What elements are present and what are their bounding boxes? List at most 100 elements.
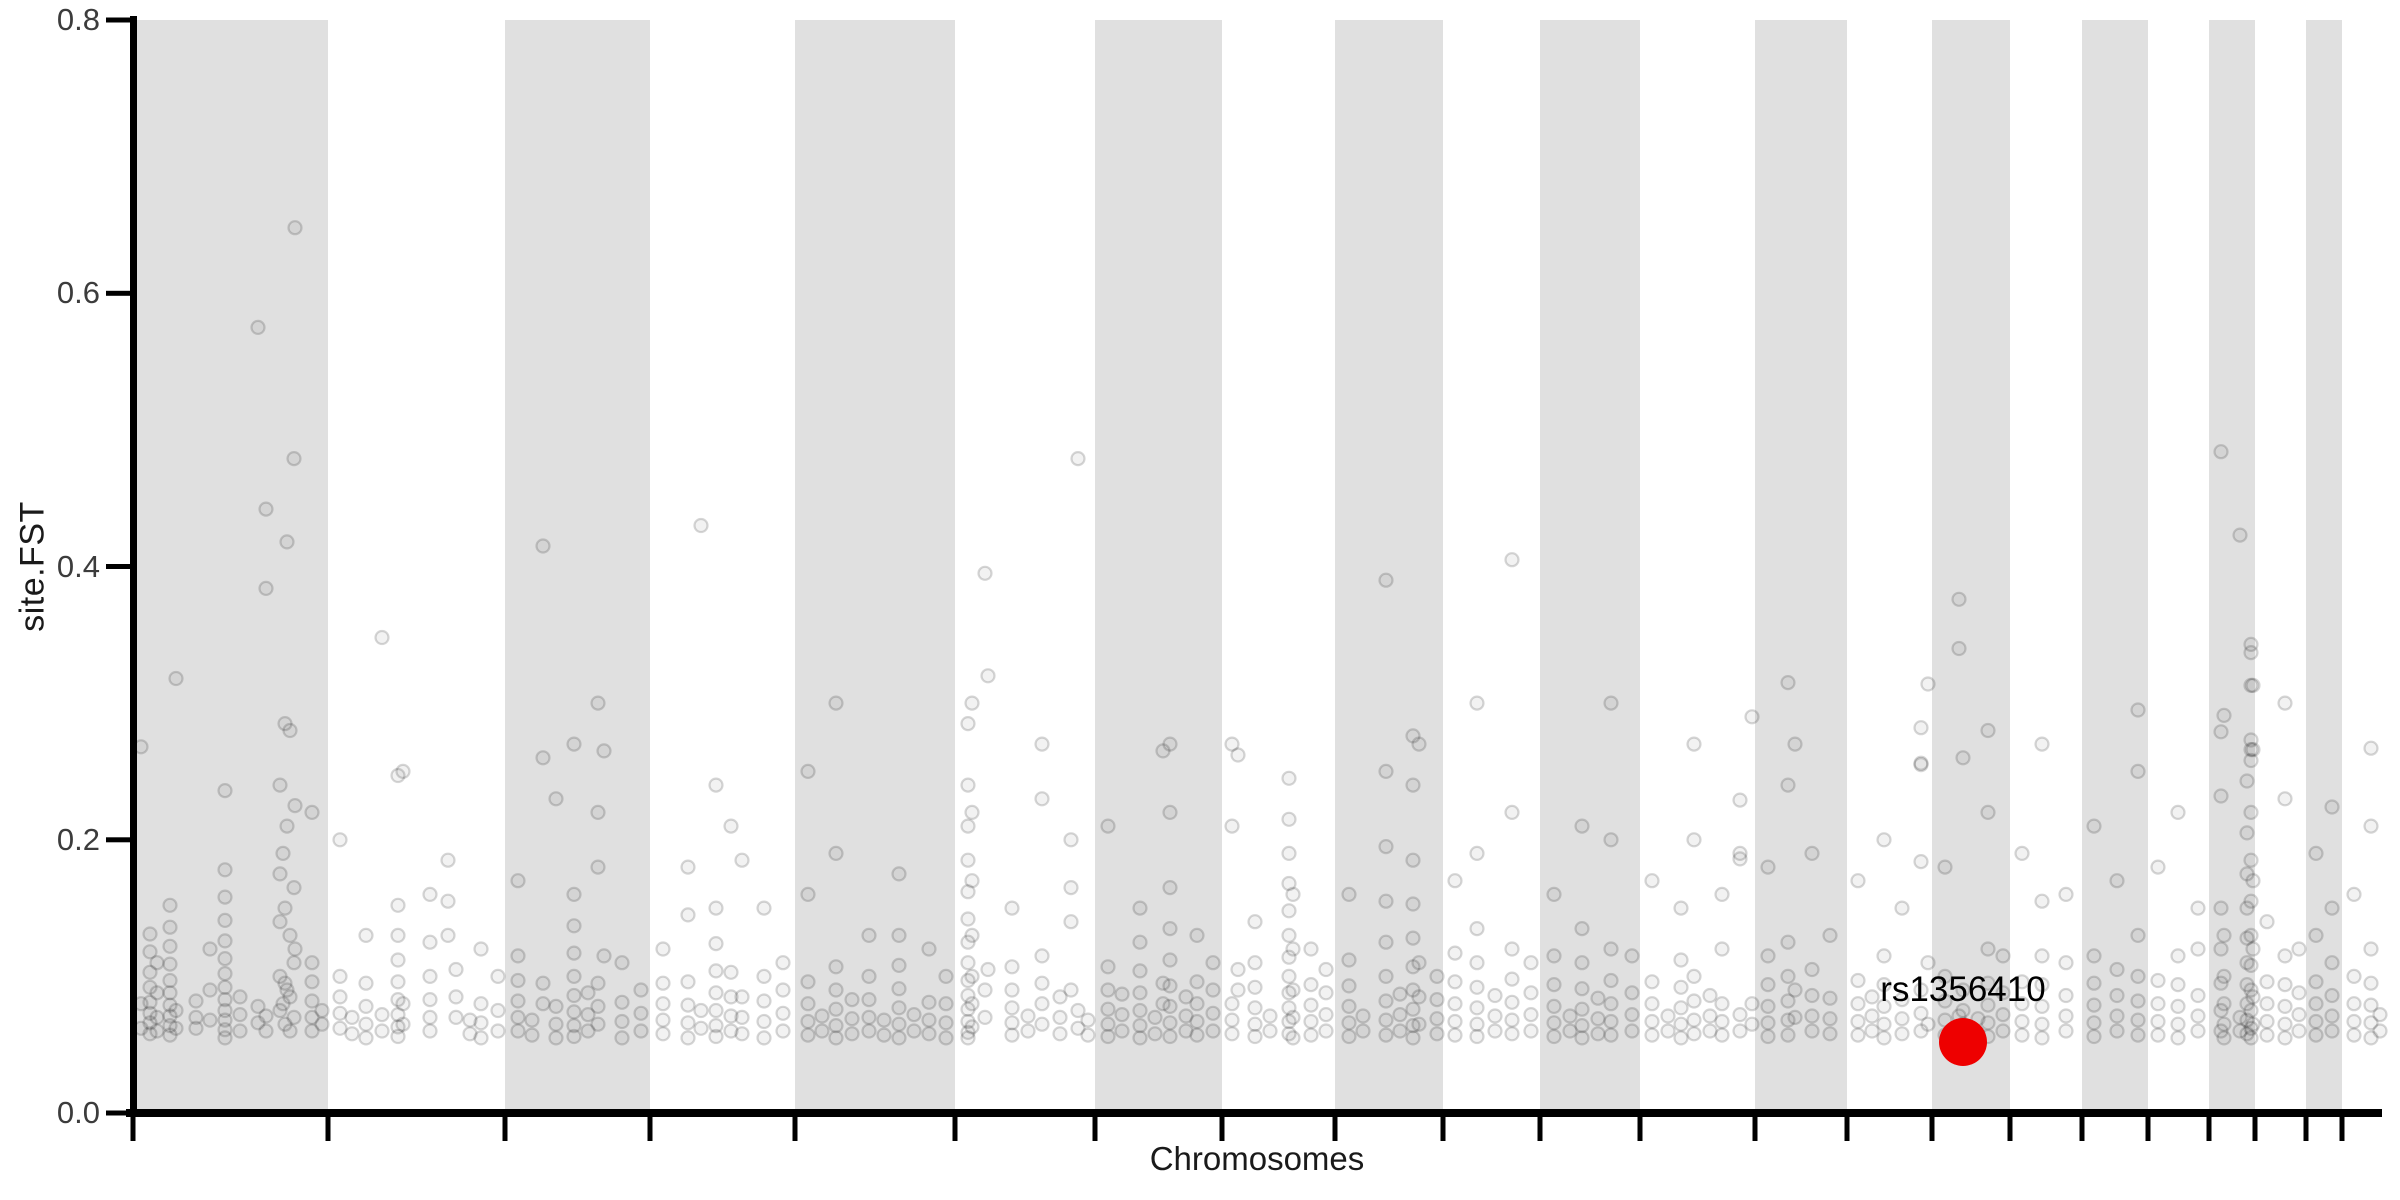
scatter-point <box>1980 997 1996 1013</box>
chromosome-band <box>1932 20 2010 1113</box>
scatter-point <box>708 900 724 916</box>
scatter-point <box>510 972 526 989</box>
scatter-point <box>2014 996 2030 1012</box>
scatter-point <box>1504 941 1520 957</box>
scatter-point <box>1546 976 1562 993</box>
scatter-point <box>2190 1008 2206 1024</box>
scatter-point <box>977 982 993 998</box>
scatter-point <box>1504 971 1520 987</box>
scatter-point <box>1732 845 1748 862</box>
scatter-point <box>1913 720 1929 736</box>
x-axis-tick <box>325 1117 331 1141</box>
scatter-point <box>1787 736 1803 752</box>
x-axis-tick <box>647 1117 653 1141</box>
scatter-point <box>960 852 976 868</box>
x-axis-line <box>126 1109 2382 1117</box>
scatter-point <box>708 1017 724 1034</box>
scatter-point <box>510 1009 526 1026</box>
scatter-point <box>734 1026 750 1042</box>
scatter-point <box>1504 994 1520 1010</box>
scatter-point <box>1052 1026 1068 1042</box>
scatter-point <box>1760 1015 1776 1031</box>
scatter-point <box>1230 961 1246 978</box>
scatter-point <box>272 777 288 793</box>
chromosome-band <box>2209 20 2255 1113</box>
scatter-point <box>693 517 709 534</box>
scatter-point <box>2086 997 2102 1013</box>
scatter-point <box>282 1023 298 1039</box>
scatter-point <box>332 1005 348 1021</box>
scatter-point <box>2243 636 2259 653</box>
scatter-point <box>462 1012 478 1028</box>
scatter-point <box>1281 1000 1297 1016</box>
scatter-point <box>2014 974 2030 990</box>
scatter-point <box>142 1005 158 1021</box>
scatter-point <box>1447 974 1463 990</box>
scatter-point <box>891 927 907 944</box>
scatter-point <box>960 777 976 793</box>
scatter-point <box>1850 1013 1866 1030</box>
scatter-point <box>1281 845 1297 862</box>
scatter-point <box>2291 985 2307 1001</box>
scatter-point <box>1894 1011 1910 1027</box>
scatter-point <box>590 695 606 711</box>
scatter-point <box>1523 985 1539 1001</box>
scatter-point <box>756 1013 772 1030</box>
scatter-point <box>734 852 750 868</box>
scatter-point <box>1303 941 1319 957</box>
scatter-point <box>960 1030 976 1046</box>
scatter-point <box>2291 941 2307 957</box>
scatter-point <box>2363 740 2379 756</box>
scatter-point <box>1937 993 1953 1009</box>
scatter-point <box>2190 900 2206 916</box>
scatter-point <box>1686 1026 1702 1042</box>
highlight-point <box>1939 1018 1987 1066</box>
scatter-point <box>1303 997 1319 1013</box>
scatter-point <box>2245 989 2261 1005</box>
scatter-point <box>1951 640 1967 657</box>
scatter-point <box>1673 900 1689 916</box>
scatter-point <box>960 987 976 1004</box>
scatter-point <box>1224 736 1240 752</box>
scatter-point <box>162 972 178 989</box>
scatter-point <box>2259 1027 2275 1043</box>
scatter-point <box>142 964 158 980</box>
x-axis-tick <box>2079 1117 2085 1141</box>
scatter-point <box>2363 1030 2379 1046</box>
scatter-point <box>1205 955 1221 971</box>
scatter-point <box>891 957 907 974</box>
scatter-point <box>1850 873 1866 889</box>
scatter-point <box>1132 1030 1148 1046</box>
scatter-point <box>1603 1027 1619 1043</box>
scatter-point <box>723 989 739 1005</box>
scatter-point <box>1429 991 1445 1008</box>
x-axis-tick <box>502 1117 508 1141</box>
scatter-point <box>566 1017 582 1034</box>
scatter-point <box>1034 948 1050 964</box>
scatter-point <box>1487 987 1503 1004</box>
scatter-point <box>1447 1013 1463 1030</box>
scatter-point <box>332 832 348 848</box>
scatter-point <box>2239 825 2255 841</box>
scatter-point <box>1469 1028 1485 1045</box>
scatter-point <box>304 1023 320 1039</box>
scatter-point <box>1147 1026 1163 1042</box>
scatter-point <box>2239 996 2255 1012</box>
scatter-point <box>1429 968 1445 985</box>
scatter-point <box>1864 1008 1880 1024</box>
scatter-point <box>1341 998 1357 1015</box>
scatter-point <box>828 1017 844 1034</box>
scatter-point <box>2245 873 2261 889</box>
scatter-point <box>2216 968 2232 985</box>
scatter-point <box>1034 736 1050 752</box>
scatter-point <box>775 955 791 971</box>
x-axis-tick <box>1637 1117 1643 1141</box>
scatter-point <box>1469 845 1485 862</box>
scatter-point <box>1603 1013 1619 1030</box>
scatter-point <box>2170 976 2186 993</box>
scatter-point <box>250 998 266 1015</box>
scatter-point <box>2213 1023 2229 1039</box>
scatter-point <box>1341 1015 1357 1031</box>
scatter-point <box>2277 948 2293 964</box>
scatter-point <box>2216 1030 2232 1046</box>
